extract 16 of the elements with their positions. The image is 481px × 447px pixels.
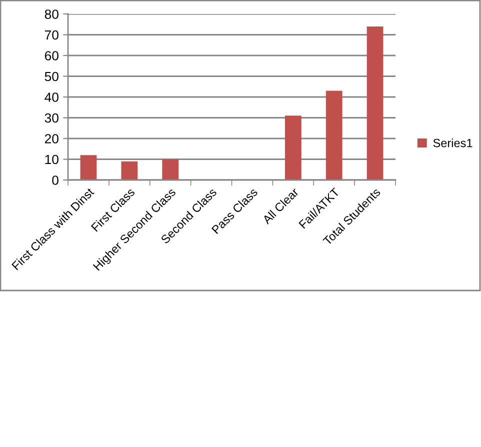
bar (162, 159, 179, 180)
y-tick-label: 60 (44, 51, 58, 60)
y-tick-label: 70 (44, 30, 58, 40)
y-tick-label: 50 (44, 72, 58, 82)
y-tick-label: 0 (52, 176, 58, 185)
bar (80, 155, 97, 180)
bar (121, 161, 138, 180)
bar (284, 116, 302, 180)
y-tick-label: 10 (45, 154, 58, 164)
y-tick-label: 40 (44, 92, 58, 102)
legend-label: Series1 (433, 138, 472, 148)
y-tick-label: 30 (44, 113, 58, 123)
bar (326, 90, 342, 180)
bar (366, 26, 384, 180)
y-tick-label: 80 (44, 10, 58, 19)
y-tick-label: 20 (44, 134, 58, 144)
